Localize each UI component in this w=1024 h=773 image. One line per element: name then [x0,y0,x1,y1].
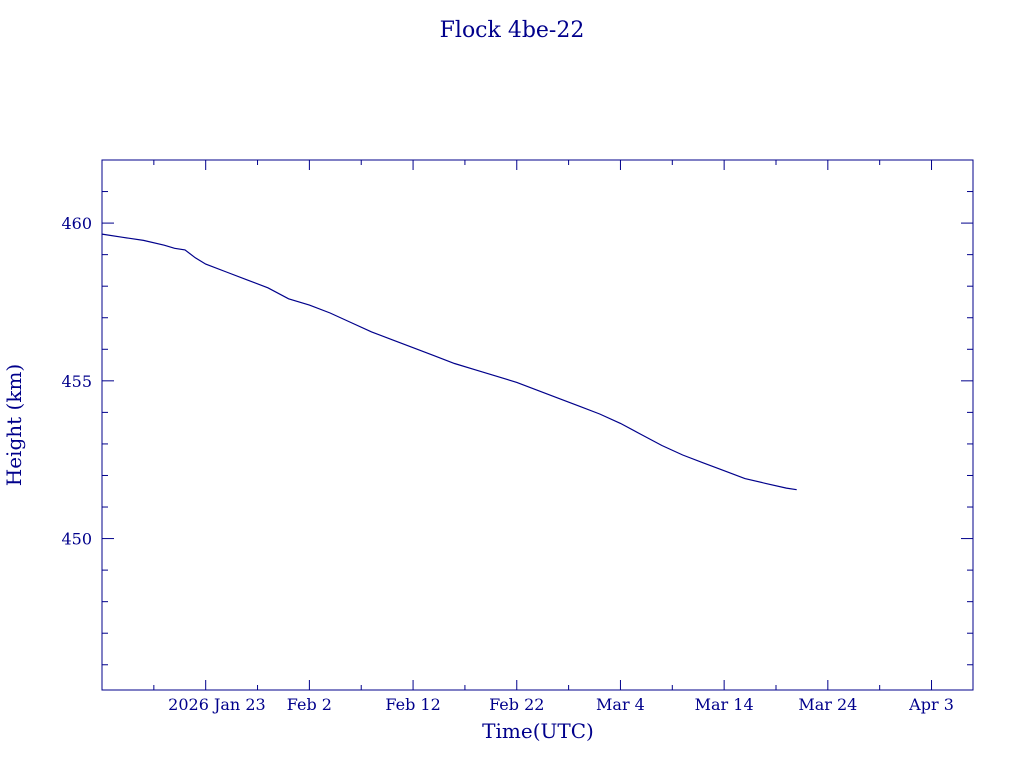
x-tick-label: Mar 24 [798,695,857,714]
chart-title: Flock 4be-22 [440,18,585,43]
x-tick-label: Feb 2 [287,695,332,714]
y-tick-label: 455 [61,372,92,391]
height-series-line [101,233,797,491]
x-tick-label: Feb 22 [489,695,544,714]
y-axis-label: Height (km) [2,364,26,486]
series-layer [101,233,797,491]
x-axis-label: Time(UTC) [482,719,594,743]
x-tick-label: Mar 4 [596,695,645,714]
x-tick-label: 2026 Jan 23 [168,695,266,714]
ticks-layer: 2026 Jan 23 Feb 2 Feb 12 Feb 22 Mar 4 Mar 14 M… [61,159,973,714]
y-tick-label: 450 [61,530,92,549]
y-tick-label: 460 [61,214,92,233]
x-tick-label: Feb 12 [385,695,440,714]
x-tick-label: Apr 3 [908,695,954,714]
plot-frame [101,159,974,691]
x-tick-label: Mar 14 [695,695,754,714]
